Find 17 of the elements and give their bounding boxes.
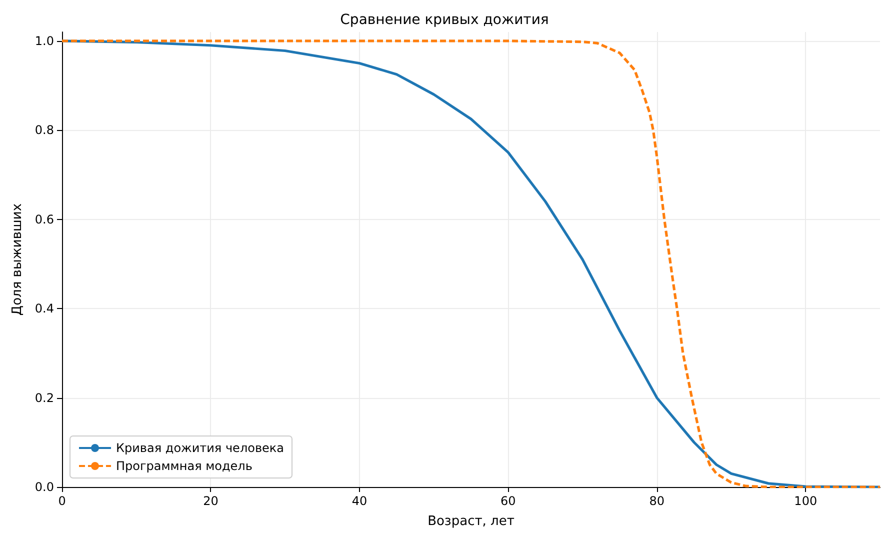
y-tick-label: 0.4 [34, 302, 54, 316]
x-tick-label: 100 [794, 494, 818, 508]
y-tick-label: 0.2 [34, 390, 54, 405]
x-tick-label: 40 [352, 494, 368, 508]
x-axis-title: Возраст, лет [428, 514, 515, 529]
legend-label: Программная модель [116, 459, 252, 473]
x-tick-label: 60 [500, 494, 516, 508]
y-axis-title: Доля выживших [10, 203, 25, 316]
y-tick-label: 1.0 [34, 34, 54, 48]
x-tick-label: 0 [58, 494, 66, 508]
y-tick-label: 0.6 [34, 212, 54, 226]
x-tick-label: 80 [649, 494, 665, 508]
legend-label: Кривая дожития человека [116, 441, 284, 455]
x-tick-label: 20 [203, 494, 218, 508]
y-tick-label: 0.0 [34, 480, 54, 494]
y-tick-label: 0.8 [34, 123, 54, 138]
chart-title: Сравнение кривых дожития [340, 12, 549, 28]
